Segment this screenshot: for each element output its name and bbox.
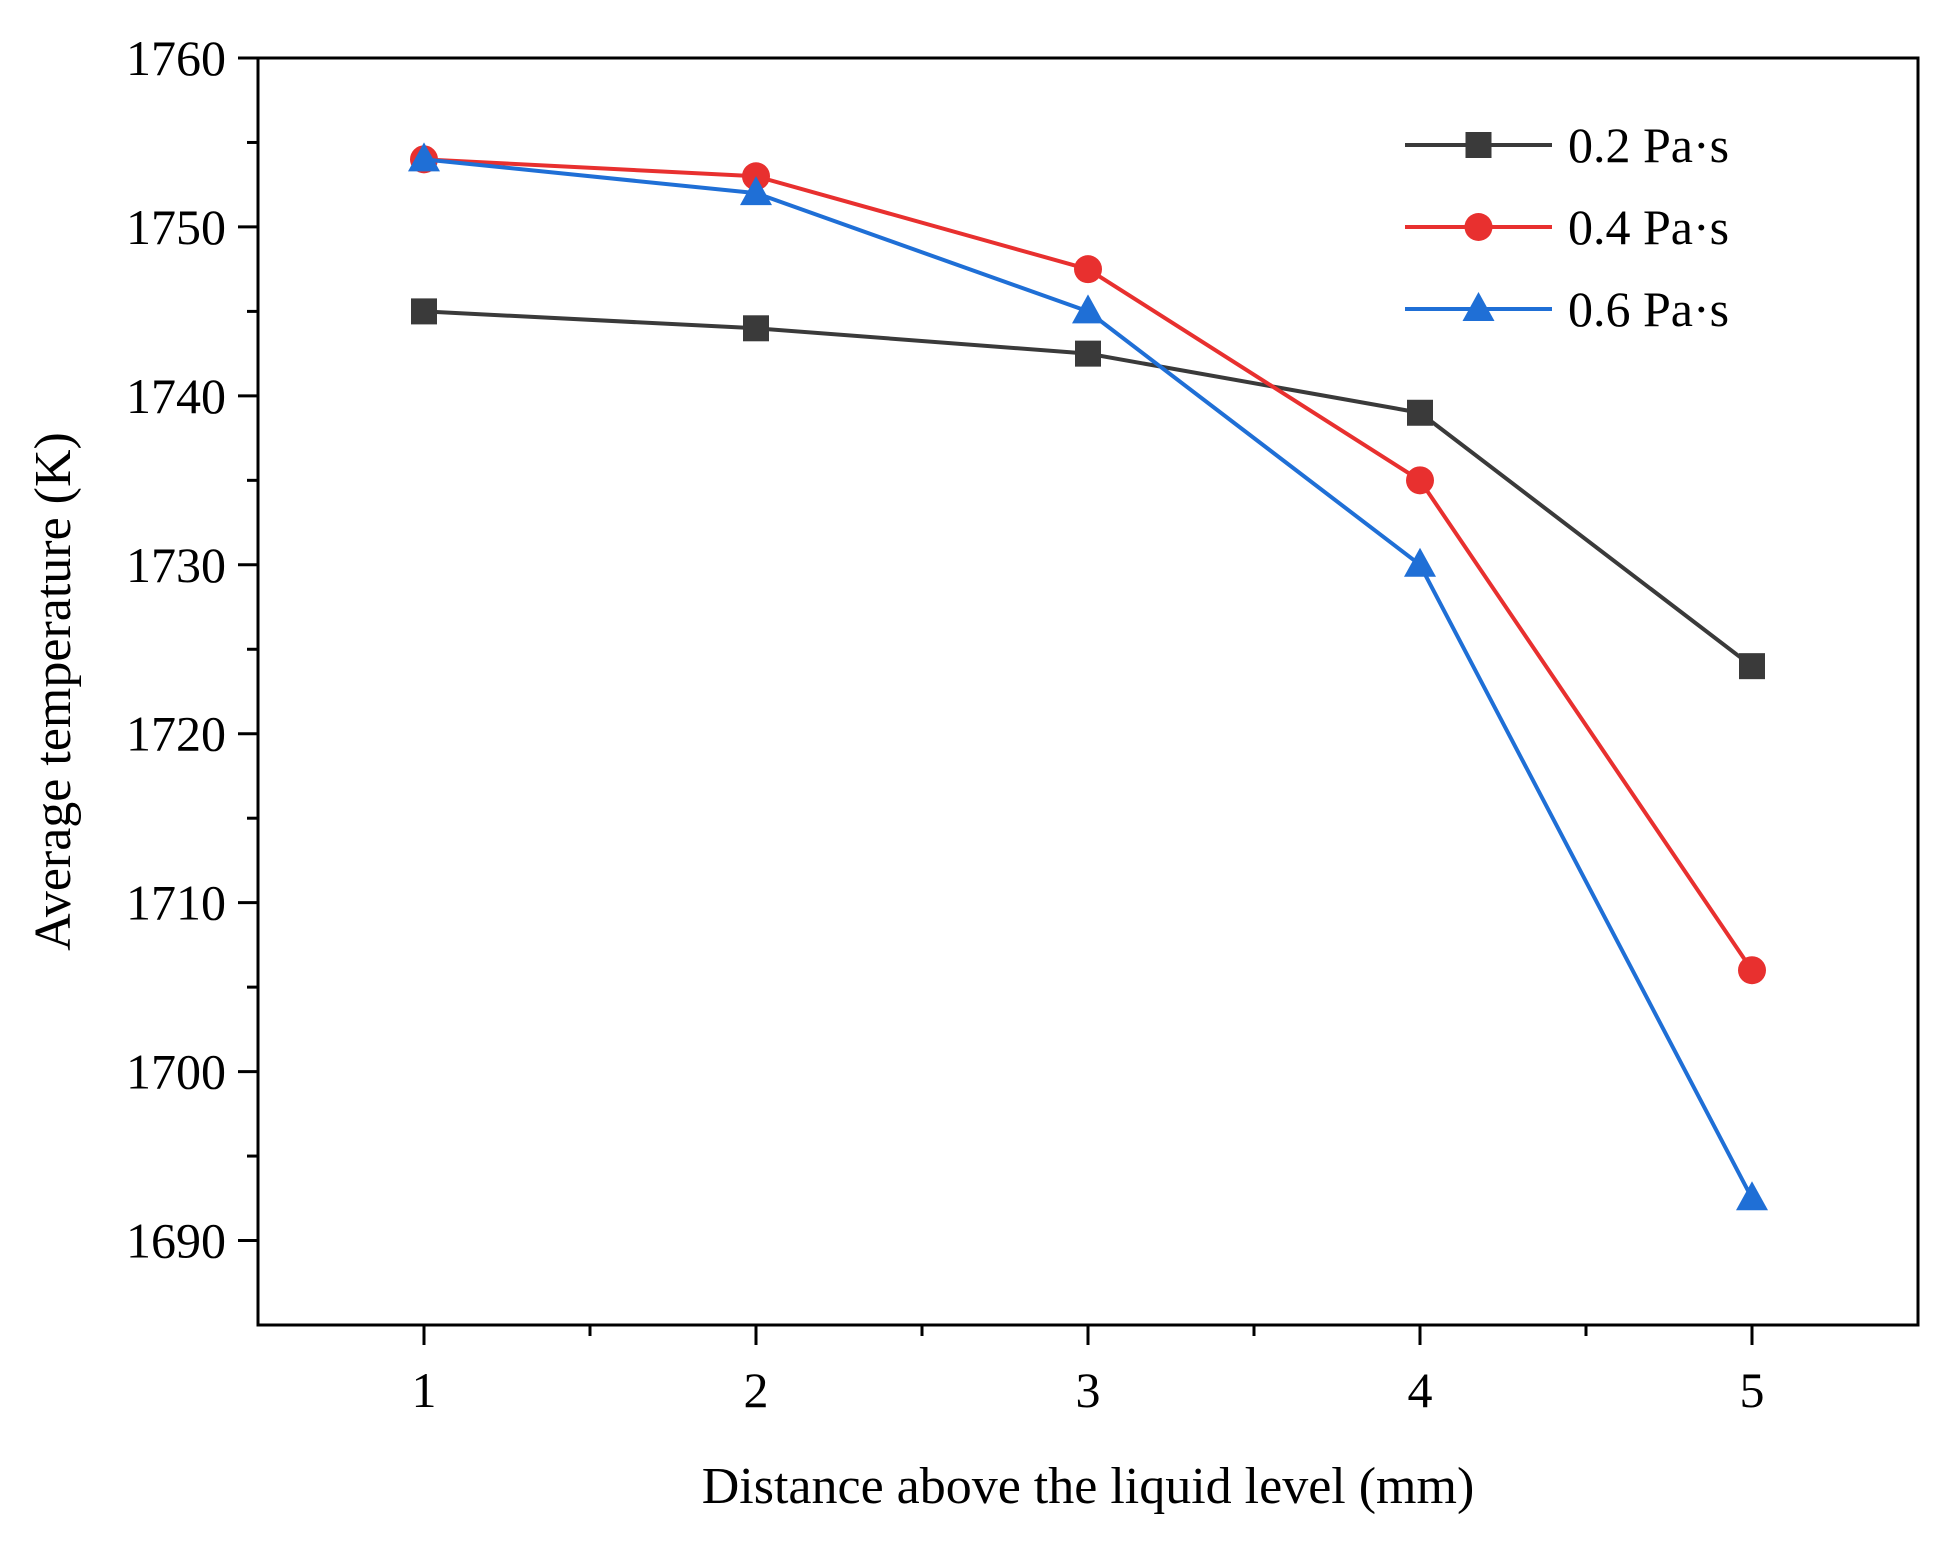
data-point <box>1404 547 1436 577</box>
axis-layer: 1 2 3 4 5 1690 1700 1710 1720 1730 1740 1750 1760 <box>126 30 1765 1418</box>
data-point <box>1075 340 1101 367</box>
data-point <box>1739 653 1765 680</box>
legend: 0.2 Pa·s 0.4 Pa·s 0.6 Pa·s <box>1405 117 1729 337</box>
legend-label: 0.6 Pa·s <box>1568 281 1729 337</box>
data-point <box>740 176 772 206</box>
data-point <box>1407 399 1433 426</box>
legend-marker <box>1465 132 1492 158</box>
y-tick-label: 1700 <box>126 1044 226 1100</box>
legend-entry: 0.6 Pa·s <box>1405 281 1729 337</box>
y-tick-label: 1740 <box>126 368 226 424</box>
legend-marker <box>1464 213 1493 241</box>
data-point <box>743 315 769 342</box>
legend-entry: 0.2 Pa·s <box>1405 117 1729 173</box>
data-point <box>408 142 440 172</box>
legend-label: 0.2 Pa·s <box>1568 117 1729 173</box>
data-point <box>411 298 437 325</box>
series-3 <box>408 142 1768 1211</box>
series-layer <box>408 142 1768 1211</box>
data-point <box>1072 294 1104 324</box>
legend-entry: 0.4 Pa·s <box>1405 199 1729 255</box>
y-axis-title: Average temperature (K) <box>25 432 82 951</box>
legend-marker <box>1462 292 1495 321</box>
series-1 <box>411 298 1765 680</box>
data-point <box>1736 1181 1768 1211</box>
y-tick-label: 1750 <box>126 199 226 255</box>
y-tick-label: 1760 <box>126 30 226 86</box>
data-point <box>1406 466 1434 495</box>
data-point <box>1738 956 1766 985</box>
x-tick-label: 1 <box>412 1362 437 1418</box>
y-tick-label: 1710 <box>126 875 226 931</box>
x-tick-label: 4 <box>1408 1362 1433 1418</box>
y-tick-label: 1730 <box>126 537 226 593</box>
x-axis-title: Distance above the liquid level (mm) <box>702 1458 1475 1515</box>
x-tick-label: 2 <box>744 1362 769 1418</box>
series-2 <box>410 145 1766 985</box>
data-point <box>1074 255 1102 284</box>
y-tick-label: 1690 <box>126 1213 226 1269</box>
y-tick-label: 1720 <box>126 706 226 762</box>
legend-label: 0.4 Pa·s <box>1568 199 1729 255</box>
x-tick-label: 5 <box>1740 1362 1765 1418</box>
x-tick-label: 3 <box>1076 1362 1101 1418</box>
